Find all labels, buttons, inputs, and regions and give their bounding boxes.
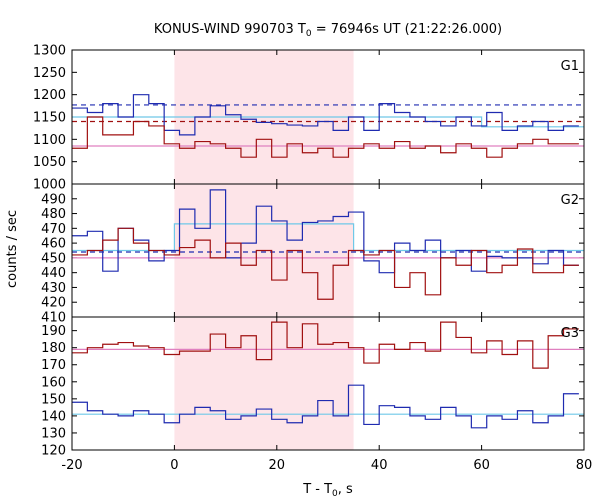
panel-label: G3 bbox=[561, 326, 579, 341]
y-tick-label: 160 bbox=[41, 375, 66, 390]
y-tick-label: 450 bbox=[41, 251, 66, 266]
series-red-g2 bbox=[72, 227, 579, 300]
y-tick-label: 190 bbox=[41, 324, 66, 339]
y-tick-label: 440 bbox=[41, 266, 66, 281]
panel-g3: 120 130 140 150 160 170 180 190 G3 bbox=[41, 316, 585, 459]
y-tick-label: 170 bbox=[41, 358, 66, 373]
y-tick-label: 140 bbox=[41, 409, 66, 424]
y-tick-label: 1250 bbox=[33, 66, 66, 81]
panel-label: G1 bbox=[561, 59, 579, 74]
panel-label: G2 bbox=[561, 193, 579, 208]
chart-title-main: KONUS-WIND 990703 T bbox=[154, 22, 306, 37]
x-tick-label: 80 bbox=[576, 458, 593, 473]
level-blue-fit bbox=[72, 116, 584, 128]
y-tick-label: 1200 bbox=[33, 88, 66, 103]
x-axis-label-rest: , s bbox=[338, 482, 353, 497]
series-red-g1 bbox=[72, 116, 579, 158]
y-tick-label: 420 bbox=[41, 296, 66, 311]
x-tick-label: 0 bbox=[170, 458, 178, 473]
series-blue-g1 bbox=[72, 94, 579, 136]
panel-g1: 1000 1050 1100 1150 1200 1250 1300 G1 bbox=[33, 44, 585, 193]
y-tick-label: 1150 bbox=[33, 111, 66, 126]
y-tick-label: 150 bbox=[41, 392, 66, 407]
y-tick-label: 430 bbox=[41, 281, 66, 296]
plot-area: 1000105011001150120012501300G14104204304… bbox=[33, 44, 592, 474]
y-tick-label: 1300 bbox=[33, 44, 66, 59]
y-tick-label: 1050 bbox=[33, 155, 66, 170]
chart-title-subscript: 0 bbox=[306, 29, 312, 39]
y-tick-label: 480 bbox=[41, 207, 66, 222]
y-tick-label: 490 bbox=[41, 192, 66, 207]
x-tick-label: 40 bbox=[371, 458, 388, 473]
y-tick-label: 470 bbox=[41, 222, 66, 237]
y-tick-label: 130 bbox=[41, 426, 66, 441]
chart-title-rest: = 76946s UT (21:22:26.000) bbox=[312, 22, 502, 37]
x-axis-label-subscript: 0 bbox=[332, 489, 338, 499]
x-axis-label: T - T0, s bbox=[302, 482, 353, 499]
x-tick-label: 60 bbox=[473, 458, 490, 473]
y-axis-label: counts / sec bbox=[5, 210, 20, 288]
panel-frame bbox=[71, 316, 585, 451]
y-tick-label: 180 bbox=[41, 341, 66, 356]
series-red-g3 bbox=[72, 321, 579, 369]
series-blue-g3 bbox=[72, 384, 579, 429]
y-tick-label: 410 bbox=[41, 311, 66, 326]
y-tick-label: 1100 bbox=[33, 133, 66, 148]
x-axis-label-main: T - T bbox=[302, 482, 332, 497]
y-tick-label: 460 bbox=[41, 237, 66, 252]
y-tick-label: 120 bbox=[41, 444, 66, 459]
x-tick-label: -20 bbox=[61, 458, 82, 473]
chart-title: KONUS-WIND 990703 T0 = 76946s UT (21:22:… bbox=[154, 22, 502, 39]
y-tick-label: 1000 bbox=[33, 178, 66, 193]
x-tick-label: 20 bbox=[269, 458, 286, 473]
